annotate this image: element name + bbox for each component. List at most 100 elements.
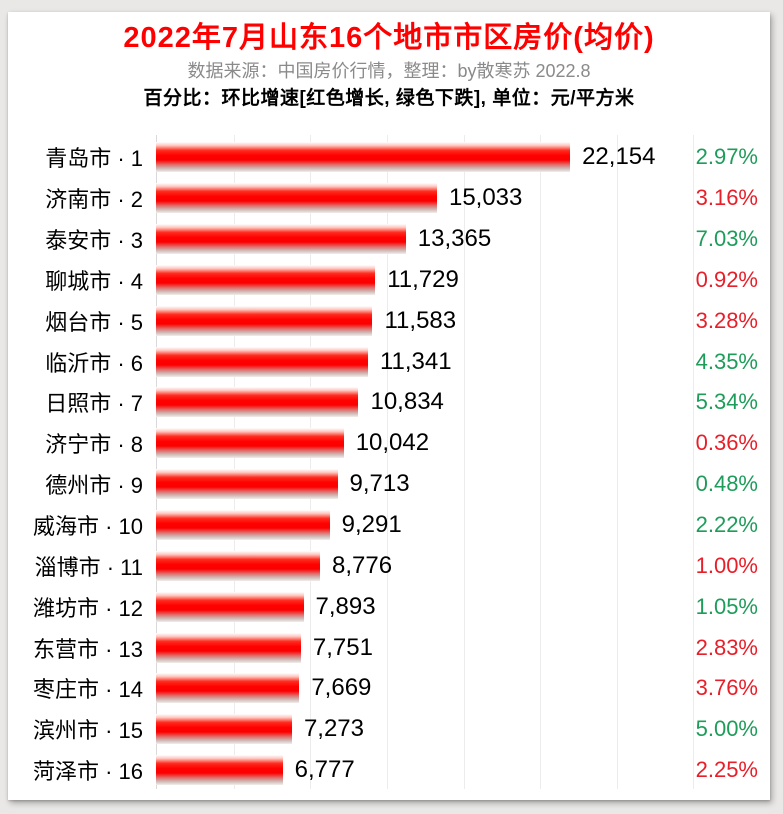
price-value: 22,154 <box>582 143 656 171</box>
table-row: 枣庄市 · 14 7,669 3.76% <box>8 668 770 709</box>
price-value: 10,042 <box>355 429 430 457</box>
price-value: 11,341 <box>379 347 452 375</box>
bar-track: 11,341 <box>156 341 670 382</box>
mom-percent: 3.76% <box>695 675 758 701</box>
gridline <box>310 135 312 789</box>
city-label: 烟台市 · 5 <box>45 309 143 335</box>
city-label: 济南市 · 2 <box>45 187 143 213</box>
bar-track: 9,713 <box>156 464 670 505</box>
chart-card: 2022年7月山东16个地市市区房价(均价) 数据来源：中国房价行情，整理：by… <box>8 12 770 800</box>
city-label: 德州市 · 9 <box>45 473 143 499</box>
table-row: 济南市 · 2 15,033 3.16% <box>8 178 770 219</box>
city-label: 菏泽市 · 16 <box>32 759 143 785</box>
price-value: 8,776 <box>332 551 393 579</box>
price-value: 7,893 <box>315 592 376 620</box>
city-label: 青岛市 · 1 <box>45 146 143 172</box>
gridline <box>386 135 388 789</box>
gridline <box>540 135 542 789</box>
bar-track: 7,669 <box>156 668 670 709</box>
city-label: 聊城市 · 4 <box>45 268 143 294</box>
price-bar <box>156 591 304 622</box>
table-row: 德州市 · 9 9,713 0.48% <box>8 464 770 505</box>
price-bar <box>156 673 300 704</box>
bar-track: 7,751 <box>156 627 670 668</box>
bar-track: 15,033 <box>156 178 670 219</box>
price-value: 11,583 <box>384 306 457 334</box>
price-bar <box>156 264 376 295</box>
gridline <box>233 135 235 789</box>
price-bar <box>156 305 373 336</box>
mom-percent: 2.22% <box>695 512 758 538</box>
chart-rows: 青岛市 · 1 22,154 2.97% 济南市 · 2 15,033 3.16… <box>8 137 770 791</box>
city-label: 东营市 · 13 <box>32 636 143 662</box>
price-bar <box>156 550 321 581</box>
table-row: 临沂市 · 6 11,341 4.35% <box>8 341 770 382</box>
bar-track: 6,777 <box>156 750 670 791</box>
table-row: 聊城市 · 4 11,729 0.92% <box>8 260 770 301</box>
table-row: 东营市 · 13 7,751 2.83% <box>8 627 770 668</box>
mom-percent: 3.16% <box>695 185 758 211</box>
mom-percent: 0.92% <box>695 266 758 292</box>
table-row: 菏泽市 · 16 6,777 2.25% <box>8 750 770 791</box>
table-row: 日照市 · 7 10,834 5.34% <box>8 382 770 423</box>
mom-percent: 2.25% <box>695 757 758 783</box>
city-label: 临沂市 · 6 <box>45 350 143 376</box>
bar-track: 13,365 <box>156 219 670 260</box>
mom-percent: 1.00% <box>695 552 758 578</box>
bar-track: 7,893 <box>156 586 670 627</box>
price-value: 6,777 <box>294 756 355 784</box>
legend-note: 百分比：环比增速[红色增长, 绿色下跌], 单位：元/平方米 <box>143 88 635 109</box>
price-bar <box>156 224 406 255</box>
mom-percent: 5.00% <box>695 716 758 742</box>
mom-percent: 4.35% <box>695 348 758 374</box>
price-bar <box>156 632 301 663</box>
price-bar <box>156 469 338 500</box>
table-row: 潍坊市 · 12 7,893 1.05% <box>8 586 770 627</box>
price-value: 7,669 <box>311 674 372 702</box>
mom-percent: 2.97% <box>695 144 758 170</box>
table-row: 淄博市 · 11 8,776 1.00% <box>8 545 770 586</box>
city-label: 日照市 · 7 <box>45 391 143 417</box>
price-bar <box>156 387 359 418</box>
mom-percent: 3.28% <box>695 307 758 333</box>
table-row: 青岛市 · 1 22,154 2.97% <box>8 137 770 178</box>
bar-track: 10,042 <box>156 423 670 464</box>
mom-percent: 7.03% <box>695 226 758 252</box>
mom-percent: 5.34% <box>695 389 758 415</box>
chart-header: 2022年7月山东16个地市市区房价(均价) 数据来源：中国房价行情，整理：by… <box>8 12 770 112</box>
bar-track: 22,154 <box>156 137 670 178</box>
city-label: 潍坊市 · 12 <box>32 595 143 621</box>
table-row: 烟台市 · 5 11,583 3.28% <box>8 300 770 341</box>
price-bar <box>156 714 292 745</box>
price-value: 7,751 <box>312 633 373 661</box>
price-value: 15,033 <box>448 184 523 212</box>
price-bar <box>156 183 437 214</box>
table-row: 泰安市 · 3 13,365 7.03% <box>8 219 770 260</box>
gridline <box>616 135 618 789</box>
bar-track: 10,834 <box>156 382 670 423</box>
price-value: 13,365 <box>417 225 492 253</box>
page-title: 2022年7月山东16个地市市区房价(均价) <box>123 22 655 54</box>
bar-track: 9,291 <box>156 505 670 546</box>
bar-chart: 青岛市 · 1 22,154 2.97% 济南市 · 2 15,033 3.16… <box>8 135 770 791</box>
price-value: 10,834 <box>370 388 444 416</box>
price-value: 9,713 <box>349 470 410 498</box>
price-bar <box>156 428 344 459</box>
price-value: 9,291 <box>341 511 402 539</box>
mom-percent: 0.36% <box>695 430 758 456</box>
bar-track: 7,273 <box>156 709 670 750</box>
table-row: 滨州市 · 15 7,273 5.00% <box>8 709 770 750</box>
mom-percent: 0.48% <box>695 471 758 497</box>
price-bar <box>156 346 368 377</box>
city-label: 济宁市 · 8 <box>45 432 143 458</box>
city-label: 滨州市 · 15 <box>32 718 143 744</box>
gridline <box>693 135 695 789</box>
table-row: 济宁市 · 8 10,042 0.36% <box>8 423 770 464</box>
price-bar <box>156 142 571 173</box>
city-label: 威海市 · 10 <box>32 514 143 540</box>
bar-track: 11,583 <box>156 300 670 341</box>
data-source-subtitle: 数据来源：中国房价行情，整理：by散寒苏 2022.8 <box>187 61 591 81</box>
price-bar <box>156 755 283 786</box>
gridline <box>463 135 465 789</box>
